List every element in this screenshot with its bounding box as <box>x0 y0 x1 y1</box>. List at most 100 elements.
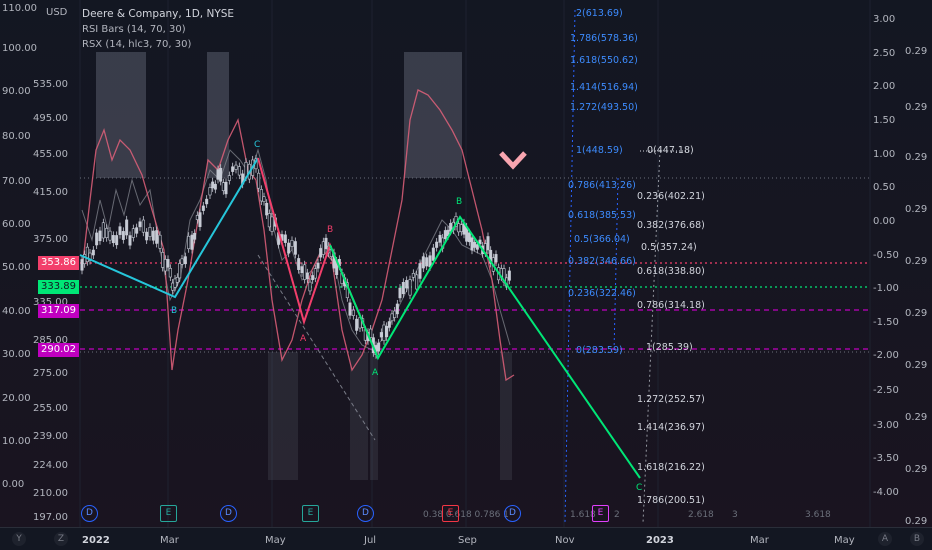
candle-body <box>108 230 112 241</box>
indicator-rsx[interactable]: RSX (14, hlc3, 70, 30) <box>82 39 192 50</box>
candle-body <box>231 166 235 172</box>
right-axis-far-tick: 0.29 <box>905 204 928 215</box>
right-axis-osc-tick: -0.50 <box>873 250 899 261</box>
candle-body <box>211 181 215 189</box>
candle-body <box>401 282 405 295</box>
event-earnings-icon[interactable]: E <box>592 505 609 522</box>
event-dividend-icon[interactable]: D <box>220 505 237 522</box>
fib-blue-level: 1.786(578.36) <box>570 33 638 44</box>
fib-time-3: 3 <box>732 510 738 520</box>
candle-body <box>98 230 102 242</box>
wave-label-a-green: A <box>372 368 379 378</box>
right-axis-osc-tick: 1.50 <box>873 115 896 126</box>
candle-body <box>478 239 482 245</box>
left-axis-price-tick: 197.00 <box>33 512 68 523</box>
candle-body <box>190 234 194 250</box>
left-axis-outer-tick: 100.00 <box>2 43 37 54</box>
candle-body <box>438 234 442 243</box>
candle-body <box>473 241 477 248</box>
rsx-line-pink <box>81 89 515 382</box>
candle-body <box>163 258 167 272</box>
x-label-2023: 2023 <box>646 535 674 546</box>
candle-body <box>405 280 409 289</box>
left-axis-outer-tick: 50.00 <box>2 262 31 273</box>
auto-scale-toggle[interactable]: A <box>878 532 892 546</box>
candle-body <box>201 205 205 211</box>
candle-body <box>151 230 155 241</box>
left-axis-price-tick: 535.00 <box>33 79 68 90</box>
candle-body <box>300 266 304 273</box>
right-axis-osc-tick: -4.00 <box>873 487 899 498</box>
event-earnings-icon[interactable]: E <box>160 505 177 522</box>
candle-body <box>262 196 266 202</box>
candle-body <box>486 236 490 251</box>
wave-label-b-low: B <box>171 306 178 316</box>
event-dividend-icon[interactable]: D <box>504 505 521 522</box>
candle-body <box>259 189 263 202</box>
fib-time-2618: 2.618 <box>688 510 714 520</box>
candle-body <box>148 227 152 237</box>
rsi-overbought-zones <box>96 52 462 178</box>
event-earnings-icon[interactable]: E <box>302 505 319 522</box>
left-axis-outer-tick: 20.00 <box>2 393 31 404</box>
left-axis-price-tick: 275.00 <box>33 368 68 379</box>
right-axis-far-tick: 0.29 <box>905 516 928 527</box>
b-axis-toggle[interactable]: B <box>910 532 924 546</box>
candle-body <box>283 234 287 243</box>
candle-body <box>80 259 84 271</box>
candle-body <box>398 287 402 299</box>
fib-blue-level: 2(613.69) <box>576 8 623 19</box>
indicator-rsi-bars[interactable]: RSI Bars (14, 70, 30) <box>82 24 186 35</box>
time-axis[interactable]: Y Z A B 2022 Mar May Jul Sep Nov 2023 Ma… <box>0 527 932 550</box>
candle-body <box>227 175 231 181</box>
candle-body <box>311 275 315 281</box>
candle-body <box>319 248 323 258</box>
left-axis-price-tick: 224.00 <box>33 460 68 471</box>
candle-body <box>421 256 425 269</box>
fib-blue-level: 1.618(550.62) <box>570 55 638 66</box>
fib-blue-level: 1.272(493.50) <box>570 102 638 113</box>
x-label-may: May <box>265 535 286 546</box>
candle-body <box>216 169 220 180</box>
candle-body <box>166 259 170 268</box>
candle-body <box>475 244 479 250</box>
right-axis-far-tick: 0.29 <box>905 102 928 113</box>
fib-blue-level: 0.618(385.53) <box>568 210 636 221</box>
right-axis-far-tick: 0.29 <box>905 412 928 423</box>
candle-body <box>355 318 359 331</box>
rsx-line-gray <box>81 148 511 351</box>
candle-body <box>234 164 238 170</box>
left-axis-price-tick: 210.00 <box>33 488 68 499</box>
event-dividend-icon[interactable]: D <box>81 505 98 522</box>
fib-white-level: 0.236(402.21) <box>637 191 705 202</box>
candle-body <box>205 198 209 205</box>
candle-body <box>411 273 415 278</box>
wave-label-b-green: B <box>456 197 463 207</box>
symbol-title[interactable]: Deere & Company, 1D, NYSE <box>82 8 235 20</box>
candle-body <box>178 263 182 279</box>
x-label-mar: Mar <box>160 535 179 546</box>
wave-label-b-pink: B <box>327 225 334 235</box>
y-axis-toggle[interactable]: Y <box>12 532 26 546</box>
candle-body <box>155 230 159 244</box>
fib-blue-left-edge <box>564 9 576 524</box>
fib-white-level: 1.414(236.97) <box>637 422 705 433</box>
candle-body <box>431 247 435 261</box>
candle-body <box>348 302 352 316</box>
candle-body <box>118 226 122 235</box>
currency-label: USD <box>46 7 68 18</box>
fib-blue-level: 0.382(346.66) <box>568 256 636 267</box>
candle-body <box>457 223 461 233</box>
candle-body <box>128 235 132 246</box>
candle-body <box>287 242 291 254</box>
candle-body <box>324 237 328 249</box>
z-axis-toggle[interactable]: Z <box>54 532 68 546</box>
event-dividend-icon[interactable]: D <box>357 505 374 522</box>
price-tag-353: 353.86 <box>38 256 79 270</box>
event-earnings-icon[interactable]: E <box>442 505 459 522</box>
candle-body <box>138 221 142 228</box>
candle-body <box>158 234 162 249</box>
candle-body <box>145 231 149 241</box>
fib-white-level: 0.5(357.24) <box>641 242 697 253</box>
